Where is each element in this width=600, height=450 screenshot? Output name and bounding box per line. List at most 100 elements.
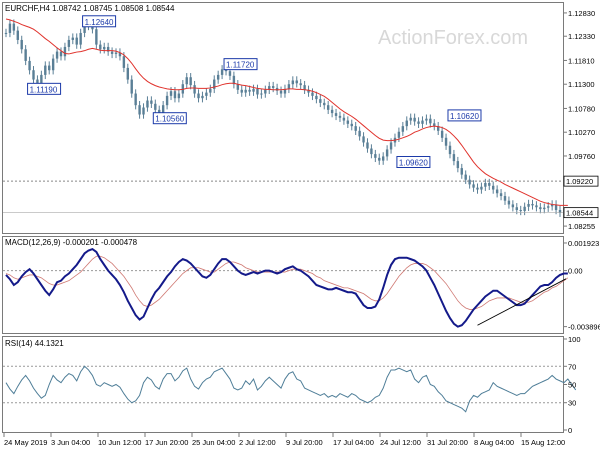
candle-body (326, 105, 330, 110)
candle-body (28, 60, 31, 71)
price-plot: 1.12640 1.11190 1.10560 1.11720 1.09620 1.106… (3, 15, 568, 218)
candle-body (358, 130, 361, 137)
rsi-y-tick-label: 30 (568, 399, 576, 408)
candle-body (492, 185, 495, 190)
rsi-plot (3, 365, 577, 413)
candle-body (315, 95, 318, 100)
price-y-tick-label: 1.10780 (568, 104, 595, 113)
candle-body (436, 126, 440, 131)
candle-body (468, 179, 471, 185)
candle-body (138, 105, 141, 115)
candle-body (240, 89, 243, 93)
candle-body (413, 117, 416, 122)
candle-body (260, 93, 263, 95)
candle-body (385, 149, 389, 157)
x-tick-label: 24 May 2019 (4, 438, 47, 447)
price-annotation-box (152, 112, 187, 125)
candle-body (165, 95, 169, 106)
candle-body (71, 37, 74, 40)
x-tick-label: 10 Jun 12:00 (98, 438, 141, 447)
x-tick-label: 24 Jul 12:00 (380, 438, 421, 447)
price-y-tick-label: 1.10270 (568, 128, 595, 137)
candle-body (440, 130, 444, 138)
candle-body (476, 187, 479, 190)
candle-body (448, 145, 452, 155)
candle-body (256, 88, 259, 95)
macd-y-tick-label: -0.003896 (568, 323, 600, 332)
candle-body (366, 142, 369, 149)
candle-body (55, 51, 59, 59)
candle-body (59, 51, 63, 57)
candle-body (20, 39, 23, 50)
candle-body (83, 25, 86, 33)
candle-body (44, 65, 47, 75)
candle-body (205, 92, 208, 96)
candle-body (279, 90, 283, 94)
candle-body (515, 207, 518, 211)
candle-body (295, 80, 298, 84)
candle-body (405, 120, 408, 127)
candle-body (523, 206, 526, 211)
candle-body (291, 80, 295, 85)
candle-body (130, 79, 133, 94)
rsi-y-tick-label: 100 (568, 335, 581, 344)
price-annotation-label: 1.11720 (226, 61, 255, 70)
candle-body (75, 37, 78, 45)
price-y-tick-label: 1.09760 (568, 152, 595, 161)
candle-body (79, 32, 82, 45)
macd-y-tick-label: 0.00 (568, 267, 583, 276)
candle-body (189, 77, 192, 86)
candle-body (519, 210, 522, 212)
candle-body (169, 91, 173, 96)
candle-body (8, 23, 12, 33)
price-y-tick-label: 1.12830 (568, 9, 595, 18)
candle-body (381, 156, 385, 161)
candle-body (142, 107, 145, 115)
price-y-tick-label: 1.08255 (568, 222, 595, 231)
candle-body (472, 184, 475, 188)
candle-body (118, 52, 122, 57)
price-value-tag (563, 175, 599, 187)
candle-body (264, 89, 267, 94)
candle-body (154, 103, 157, 110)
candle-body (346, 120, 350, 124)
macd-y-tick-label: 0.001923 (568, 239, 599, 248)
macd-signal-line (5, 255, 569, 310)
candle-body (401, 126, 405, 132)
candle-body (193, 85, 196, 94)
candle-body (378, 157, 381, 161)
candle-body (283, 88, 287, 94)
x-tick-label: 25 Jun 04:00 (192, 438, 235, 447)
price-annotation-box (27, 82, 62, 95)
price-y-tick-label: 1.11810 (568, 56, 595, 65)
candle-body (417, 121, 420, 124)
candle-body (40, 74, 43, 87)
candle-body (330, 109, 334, 114)
macd-line (5, 247, 568, 328)
candle-body (110, 51, 114, 54)
candle-body (209, 88, 212, 93)
candle-body (146, 100, 149, 108)
candle-body (389, 142, 393, 150)
x-tick-label: 2 Jul 12:00 (239, 438, 276, 447)
rsi-y-tick-label: 0 (568, 426, 572, 435)
candle-body (495, 189, 499, 194)
rsi-line (5, 365, 577, 413)
candle-body (433, 123, 436, 127)
candle-body (271, 86, 275, 88)
price-annotation-box (223, 58, 258, 71)
axes: 1.12830 1.12330 1.11810 1.11300 1.10780 1.102… (3, 9, 600, 447)
price-y-tick-label: 1.11300 (568, 80, 595, 89)
candle-body (547, 206, 550, 208)
candle-body (550, 204, 554, 207)
x-tick-label: 8 Aug 04:00 (474, 438, 514, 447)
candle-body (421, 120, 424, 124)
candle-body (370, 148, 373, 155)
price-annotation-box (82, 15, 117, 28)
candle-body (397, 131, 401, 138)
candle-body (48, 65, 51, 71)
candle-body (122, 56, 126, 68)
candle-body (252, 88, 255, 92)
candle-body (16, 30, 19, 40)
